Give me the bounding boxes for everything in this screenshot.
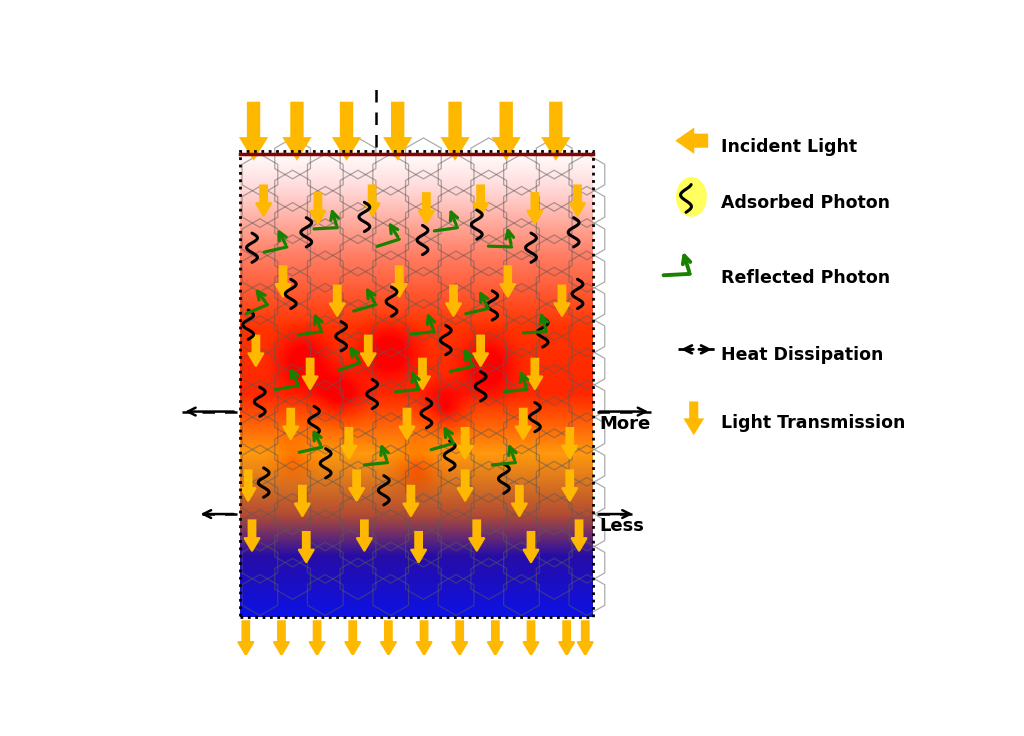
FancyArrow shape xyxy=(273,621,289,655)
Text: Heat Dissipation: Heat Dissipation xyxy=(721,346,884,364)
Bar xyxy=(241,151,593,617)
FancyArrow shape xyxy=(559,621,574,655)
FancyArrow shape xyxy=(445,286,461,316)
FancyArrow shape xyxy=(399,408,415,439)
FancyArrow shape xyxy=(494,103,518,158)
FancyArrow shape xyxy=(571,520,587,551)
Text: Adsorbed Photon: Adsorbed Photon xyxy=(721,194,890,212)
FancyArrow shape xyxy=(554,286,569,316)
FancyArrow shape xyxy=(578,621,593,655)
Text: Incident Light: Incident Light xyxy=(721,138,857,156)
FancyArrow shape xyxy=(283,408,299,439)
FancyArrow shape xyxy=(562,470,578,501)
FancyArrow shape xyxy=(245,520,260,551)
Ellipse shape xyxy=(677,177,707,216)
FancyArrow shape xyxy=(285,103,309,158)
FancyArrow shape xyxy=(544,103,568,158)
Text: Reflected Photon: Reflected Photon xyxy=(721,269,890,287)
FancyArrow shape xyxy=(256,185,271,216)
FancyArrow shape xyxy=(330,286,345,316)
FancyArrow shape xyxy=(381,621,396,655)
FancyArrow shape xyxy=(569,185,586,216)
FancyArrow shape xyxy=(299,532,314,562)
FancyArrow shape xyxy=(523,621,539,655)
FancyArrow shape xyxy=(391,266,407,297)
FancyArrow shape xyxy=(523,532,539,562)
FancyArrow shape xyxy=(238,621,254,655)
FancyArrow shape xyxy=(360,336,376,367)
FancyArrow shape xyxy=(241,470,256,501)
FancyArrow shape xyxy=(415,358,430,389)
FancyArrow shape xyxy=(349,470,365,501)
FancyArrow shape xyxy=(458,470,473,501)
FancyArrow shape xyxy=(411,532,426,562)
FancyArrow shape xyxy=(458,428,473,459)
FancyArrow shape xyxy=(500,266,515,297)
FancyArrow shape xyxy=(334,103,359,158)
FancyArrow shape xyxy=(302,358,317,389)
FancyArrow shape xyxy=(419,193,434,224)
FancyArrow shape xyxy=(487,621,503,655)
FancyArrow shape xyxy=(678,130,707,152)
FancyArrow shape xyxy=(345,621,360,655)
FancyArrow shape xyxy=(515,408,531,439)
FancyArrow shape xyxy=(365,185,380,216)
FancyArrow shape xyxy=(275,266,291,297)
FancyArrow shape xyxy=(385,103,410,158)
FancyArrow shape xyxy=(527,358,543,389)
FancyArrow shape xyxy=(562,428,578,459)
FancyArrow shape xyxy=(527,193,543,224)
FancyArrow shape xyxy=(310,193,326,224)
FancyArrow shape xyxy=(403,486,419,517)
FancyArrow shape xyxy=(452,621,467,655)
FancyArrow shape xyxy=(295,486,310,517)
FancyArrow shape xyxy=(248,336,263,367)
FancyArrow shape xyxy=(356,520,372,551)
Text: More: More xyxy=(599,414,650,433)
Text: Light Transmission: Light Transmission xyxy=(721,414,905,431)
FancyArrow shape xyxy=(241,103,266,158)
FancyArrow shape xyxy=(341,428,356,459)
FancyArrow shape xyxy=(473,336,488,367)
FancyArrow shape xyxy=(473,185,488,216)
FancyArrow shape xyxy=(309,621,325,655)
FancyArrow shape xyxy=(685,403,702,434)
FancyArrow shape xyxy=(442,103,467,158)
FancyArrow shape xyxy=(469,520,484,551)
Text: Less: Less xyxy=(599,517,644,535)
FancyArrow shape xyxy=(417,621,432,655)
FancyArrow shape xyxy=(512,486,527,517)
